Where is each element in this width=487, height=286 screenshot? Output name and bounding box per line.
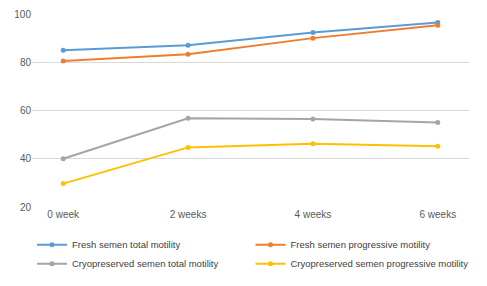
svg-text:80: 80 <box>20 57 32 68</box>
svg-text:100: 100 <box>14 9 31 20</box>
svg-text:Cryopreserved semen total moti: Cryopreserved semen total motility <box>72 258 218 269</box>
svg-text:2 weeks: 2 weeks <box>170 209 207 220</box>
svg-text:Cryopreserved semen progressiv: Cryopreserved semen progressive motility <box>291 258 469 269</box>
svg-text:4 weeks: 4 weeks <box>295 209 332 220</box>
svg-text:0 week: 0 week <box>47 209 80 220</box>
svg-text:40: 40 <box>20 153 32 164</box>
svg-text:Fresh semen total motility: Fresh semen total motility <box>72 239 180 250</box>
svg-text:Fresh semen progressive motili: Fresh semen progressive motility <box>291 239 431 250</box>
svg-text:20: 20 <box>20 202 32 213</box>
svg-text:6 weeks: 6 weeks <box>419 209 456 220</box>
svg-text:60: 60 <box>20 105 32 116</box>
